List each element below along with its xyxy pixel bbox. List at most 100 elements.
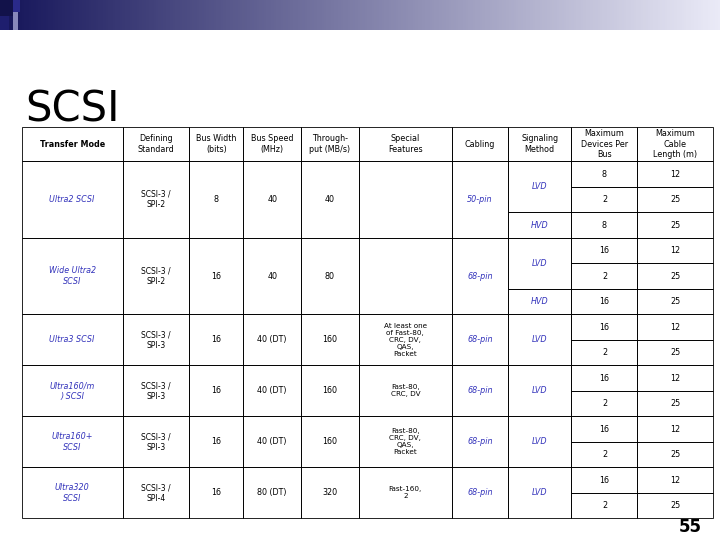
Bar [372,0,374,30]
Bar [398,0,401,30]
Bar [614,0,617,30]
Bar [624,0,626,30]
Bar [243,0,245,30]
Bar [106,0,108,30]
Bar [341,0,343,30]
Bar [444,0,446,30]
Text: Ultra2 SCSI: Ultra2 SCSI [50,195,95,204]
Text: Maximum
Cable
Length (m): Maximum Cable Length (m) [653,129,697,159]
Bar [610,0,612,30]
Bar [463,0,466,30]
Bar [22,314,122,366]
Bar [238,0,240,30]
Bar [297,0,300,30]
Text: Defining
Standard: Defining Standard [138,134,174,154]
Bar [708,0,711,30]
Bar [359,416,451,468]
Bar [569,0,571,30]
Bar [506,0,509,30]
Bar [574,0,576,30]
Text: 16: 16 [212,272,222,281]
Bar [333,0,336,30]
Bar [324,0,326,30]
Bar [715,0,718,30]
Bar [401,0,403,30]
Bar [389,0,391,30]
Bar [13,12,18,30]
Text: Ultra160/m
) SCSI: Ultra160/m ) SCSI [50,381,95,401]
Text: 2: 2 [602,450,607,459]
Bar [243,314,301,366]
Text: 16: 16 [600,424,609,434]
Bar [675,0,677,30]
Bar [552,0,554,30]
Bar [698,0,701,30]
Bar [451,416,508,468]
Bar [146,0,149,30]
Bar [459,0,461,30]
Bar [189,416,243,468]
Bar [274,0,276,30]
Text: 50-pin: 50-pin [467,195,492,204]
Bar [379,0,382,30]
Bar [310,0,312,30]
Bar [322,0,324,30]
Bar [108,0,110,30]
Bar [17,0,19,30]
Bar [45,0,48,30]
Text: 16: 16 [600,476,609,484]
Bar [420,0,423,30]
Bar [600,0,603,30]
Bar [538,0,540,30]
Bar [418,0,420,30]
Bar [451,127,508,161]
Bar [319,0,322,30]
Bar [72,0,74,30]
Bar [549,0,552,30]
Bar [516,0,518,30]
Bar [0,16,9,30]
Bar [266,0,269,30]
Text: 12: 12 [670,246,680,255]
Text: 12: 12 [670,374,680,383]
Bar [508,416,572,468]
Bar [679,0,682,30]
Bar [264,0,266,30]
Bar [562,0,564,30]
Text: SCSI-3 /
SPI-2: SCSI-3 / SPI-2 [141,266,171,286]
Bar [243,366,301,416]
Bar [230,0,233,30]
Bar [523,0,526,30]
Bar [250,0,252,30]
Bar [595,0,598,30]
Bar [301,238,359,314]
Bar [110,0,113,30]
Bar [603,0,605,30]
Text: 25: 25 [670,297,680,306]
Bar [96,0,99,30]
Bar [53,0,55,30]
Bar [672,0,675,30]
Text: SCSI-3 /
SPI-2: SCSI-3 / SPI-2 [141,190,171,210]
Bar [572,187,637,212]
Text: 16: 16 [212,437,222,447]
Bar [60,0,63,30]
Bar [660,0,662,30]
Bar [572,340,637,366]
Bar [487,0,490,30]
Bar [629,0,631,30]
Bar [502,0,504,30]
Bar [508,289,572,314]
Bar [593,0,595,30]
Bar [518,0,521,30]
Bar [374,0,377,30]
Bar [358,0,360,30]
Bar [22,468,122,518]
Bar [639,0,641,30]
Bar [55,0,58,30]
Text: 16: 16 [600,322,609,332]
Bar [637,468,713,493]
Bar [168,0,171,30]
Bar [41,0,43,30]
Bar [451,468,508,518]
